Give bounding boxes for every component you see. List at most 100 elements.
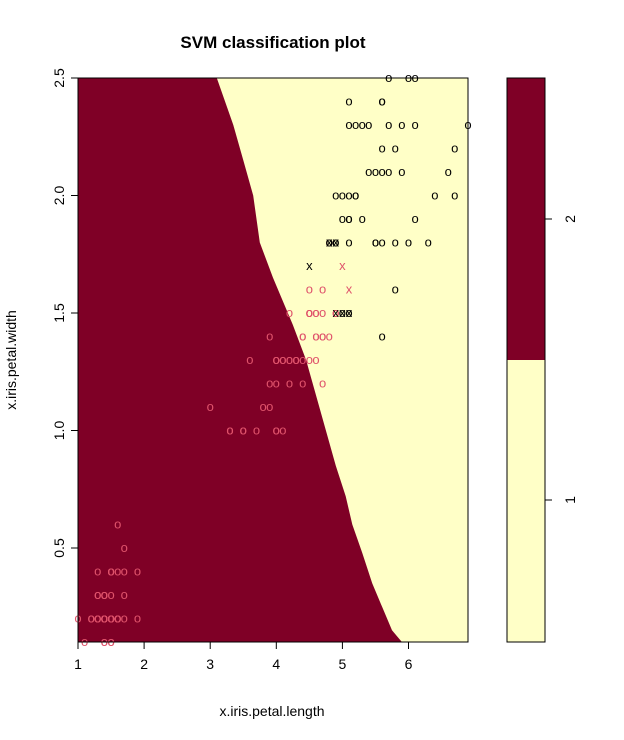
data-point-class-2: o (114, 611, 121, 626)
data-point-class-2: o (107, 564, 114, 579)
data-point-class-2: o (286, 305, 293, 320)
data-point-class-2: o (266, 399, 273, 414)
chart-title: SVM classification plot (180, 33, 365, 52)
data-point-class-2: o (101, 611, 108, 626)
data-point-class-2: o (121, 564, 128, 579)
data-point-class-2: o (306, 305, 313, 320)
legend-label-1: 1 (562, 496, 578, 504)
data-point-class-2: o (94, 611, 101, 626)
data-point-class-2: o (319, 329, 326, 344)
data-point-class-1: o (352, 188, 359, 203)
data-point-class-2: o (88, 611, 95, 626)
data-point-class-2: o (306, 305, 313, 320)
x-tick-label: 6 (405, 656, 413, 672)
data-point-class-2: o (134, 611, 141, 626)
data-point-class-2: o (101, 587, 108, 602)
data-point-class-2: o (292, 352, 299, 367)
data-point-class-2: o (107, 611, 114, 626)
data-point-class-2: o (207, 399, 214, 414)
data-point-class-1: o (352, 117, 359, 132)
data-point-class-1: o (385, 164, 392, 179)
data-point-class-2: o (94, 564, 101, 579)
data-point-class-2: o (286, 352, 293, 367)
data-point-class-2: o (121, 540, 128, 555)
data-point-class-2: o (121, 611, 128, 626)
data-point-class-2: o (259, 399, 266, 414)
data-point-class-2: o (273, 352, 280, 367)
data-point-class-2: o (319, 376, 326, 391)
data-point-class-2: o (94, 587, 101, 602)
legend-swatch-class-2 (507, 78, 545, 360)
y-tick-label: 2.0 (51, 186, 67, 206)
data-point-class-1: o (372, 164, 379, 179)
data-point-class-1: o (378, 235, 385, 250)
data-point-class-2: o (101, 611, 108, 626)
data-point-class-1: o (332, 235, 339, 250)
data-point-class-1: o (372, 235, 379, 250)
data-point-class-2: o (299, 376, 306, 391)
x-axis: 1 2 3 4 5 6 (74, 641, 413, 672)
data-point-class-2: o (107, 611, 114, 626)
data-point-class-1: o (398, 117, 405, 132)
data-point-class-2: o (94, 587, 101, 602)
data-point-class-1: o (445, 164, 452, 179)
support-vector-class-2: x (346, 282, 353, 297)
data-point-class-2: o (226, 423, 233, 438)
data-point-class-2: o (292, 352, 299, 367)
data-point-class-2: o (266, 329, 273, 344)
legend-label-2: 2 (562, 215, 578, 223)
data-point-class-2: o (107, 611, 114, 626)
data-point-class-2: o (107, 564, 114, 579)
data-point-class-2: o (332, 305, 339, 320)
data-point-class-2: o (266, 376, 273, 391)
data-point-class-2: o (246, 352, 253, 367)
data-point-class-1: o (378, 164, 385, 179)
data-point-class-1: o (392, 141, 399, 156)
data-point-class-2: o (279, 352, 286, 367)
y-tick-label: 2.5 (51, 68, 67, 88)
data-point-class-1: o (345, 94, 352, 109)
data-point-class-2: o (114, 611, 121, 626)
data-point-class-2: o (312, 329, 319, 344)
data-point-class-2: o (306, 305, 313, 320)
data-point-class-2: o (319, 305, 326, 320)
data-point-class-2: o (114, 611, 121, 626)
support-vector-class-1: x (339, 305, 346, 320)
data-point-class-2: o (253, 423, 260, 438)
data-point-class-2: o (312, 329, 319, 344)
data-point-class-2: o (306, 352, 313, 367)
data-point-class-2: o (306, 305, 313, 320)
data-point-class-2: o (326, 329, 333, 344)
x-tick-label: 5 (339, 656, 347, 672)
data-point-class-2: o (101, 611, 108, 626)
data-point-class-2: o (107, 611, 114, 626)
data-point-class-2: o (312, 305, 319, 320)
data-point-class-2: o (101, 611, 108, 626)
data-point-class-1: o (378, 94, 385, 109)
data-point-class-1: o (431, 188, 438, 203)
data-point-class-1: o (326, 235, 333, 250)
data-point-class-2: o (279, 423, 286, 438)
data-point-class-1: o (345, 235, 352, 250)
data-point-class-2: o (94, 611, 101, 626)
data-point-class-2: o (273, 423, 280, 438)
data-point-class-2: o (319, 282, 326, 297)
data-point-class-2: o (306, 305, 313, 320)
data-point-class-1: o (345, 211, 352, 226)
data-point-class-1: o (372, 235, 379, 250)
color-legend: 12 (506, 77, 578, 643)
data-point-class-2: o (107, 611, 114, 626)
data-point-class-2: o (101, 611, 108, 626)
x-tick-label: 1 (74, 656, 82, 672)
data-point-class-2: o (101, 611, 108, 626)
data-point-class-1: o (339, 211, 346, 226)
data-point-class-2: o (114, 611, 121, 626)
data-point-class-1: o (378, 329, 385, 344)
data-point-class-2: o (299, 352, 306, 367)
data-point-class-1: o (411, 211, 418, 226)
data-point-class-2: o (240, 423, 247, 438)
data-point-class-1: o (332, 235, 339, 250)
data-point-class-1: o (411, 117, 418, 132)
data-point-class-2: o (326, 235, 333, 250)
class-2-region (78, 78, 402, 642)
